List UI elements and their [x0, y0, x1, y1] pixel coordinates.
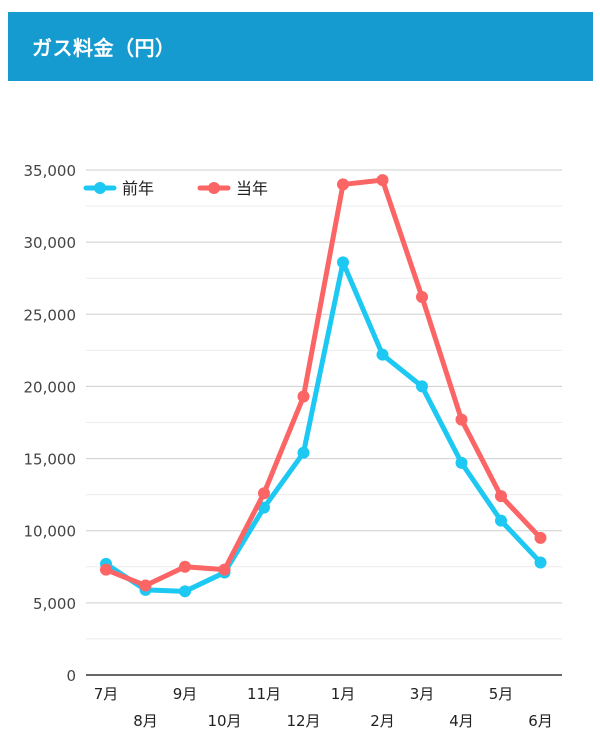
page-header: ガス料金（円）: [8, 12, 593, 81]
series-line-previous-year: [103, 259, 543, 594]
data-point-previous-year: [534, 556, 547, 569]
data-point-current-year: [455, 413, 468, 426]
data-point-current-year: [416, 290, 428, 303]
y-tick-label: 0: [66, 667, 76, 685]
legend-label: 前年: [122, 179, 154, 198]
data-point-previous-year: [495, 514, 507, 527]
series-line-current-year: [103, 177, 543, 589]
x-tick-label: 1月: [331, 685, 356, 703]
x-tick-label: 11月: [247, 685, 281, 703]
data-point-previous-year: [297, 446, 310, 459]
data-point-previous-year: [376, 348, 389, 361]
x-tick-label: 5月: [489, 685, 514, 703]
page-title: ガス料金（円）: [32, 36, 176, 60]
x-tick-label: 10月: [207, 712, 241, 730]
gas-fee-line-chart: 0 5,000 10,000 15,000 20,000 25,000 30,000 35,0…: [24, 162, 562, 730]
x-tick-label: 3月: [410, 685, 435, 703]
y-tick-label: 30,000: [24, 234, 77, 252]
data-point-current-year: [337, 178, 349, 191]
x-tick-label: 4月: [449, 712, 474, 730]
x-tick-label: 7月: [94, 685, 119, 703]
x-tick-label: 8月: [133, 712, 158, 730]
data-point-current-year: [179, 560, 191, 573]
data-point-previous-year: [455, 456, 468, 469]
data-point-current-year: [495, 490, 507, 503]
data-point-current-year: [297, 390, 310, 403]
data-point-current-year: [534, 531, 547, 544]
data-point-current-year: [218, 563, 231, 576]
data-point-previous-year: [179, 585, 191, 598]
y-tick-label: 5,000: [33, 595, 76, 613]
y-tick-label: 10,000: [24, 523, 77, 541]
data-point-previous-year: [337, 256, 349, 269]
legend-label: 当年: [236, 179, 268, 198]
data-point-current-year: [100, 563, 112, 576]
data-point-current-year: [376, 174, 389, 187]
y-tick-label: 35,000: [24, 162, 77, 180]
data-point-current-year: [139, 579, 152, 592]
x-tick-label: 6月: [528, 712, 553, 730]
y-tick-label: 20,000: [24, 378, 77, 396]
x-tick-label: 9月: [173, 685, 198, 703]
x-tick-label: 12月: [286, 712, 320, 730]
y-tick-label: 25,000: [24, 306, 77, 324]
legend-swatch-dot: [208, 182, 220, 194]
chart-container: 0 5,000 10,000 15,000 20,000 25,000 30,000 35,0…: [0, 130, 600, 734]
data-point-previous-year: [416, 380, 428, 393]
legend-swatch-dot: [94, 182, 106, 194]
data-point-current-year: [258, 487, 270, 500]
y-tick-label: 15,000: [24, 451, 77, 469]
x-tick-label: 2月: [370, 712, 395, 730]
data-point-previous-year: [258, 501, 270, 514]
